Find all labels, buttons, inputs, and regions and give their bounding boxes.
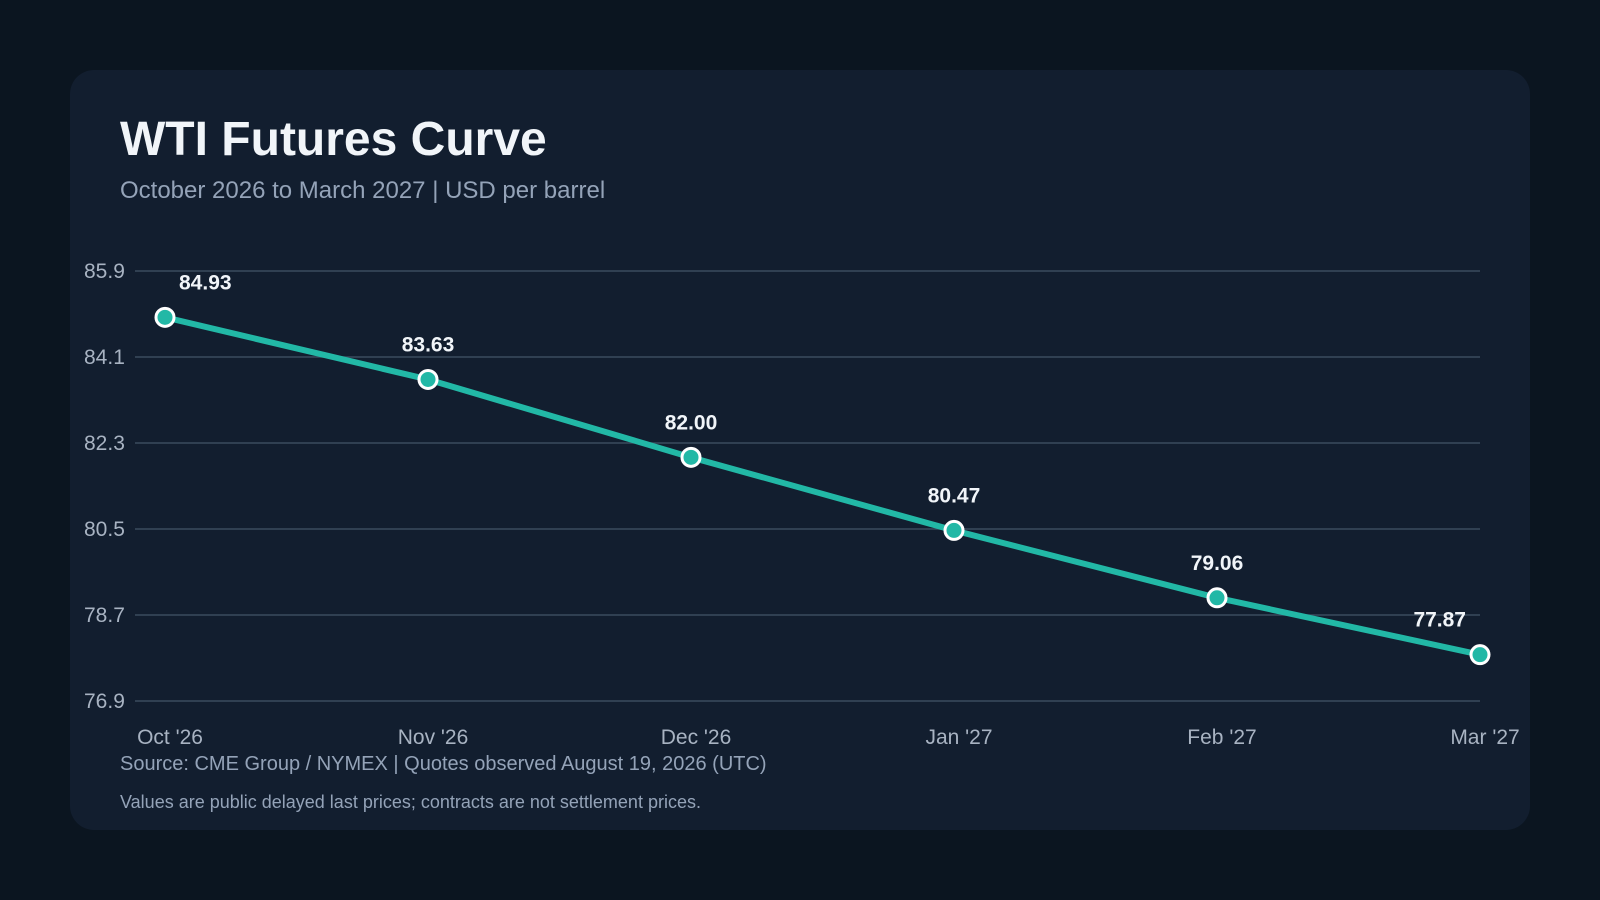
- y-tick-label: 78.7: [84, 604, 125, 627]
- x-tick-label: Mar '27: [1450, 726, 1519, 749]
- x-tick-label: Feb '27: [1187, 726, 1256, 749]
- data-label: 79.06: [1191, 552, 1244, 575]
- series-line: [162, 314, 1483, 658]
- data-label: 80.47: [928, 484, 981, 507]
- data-point: [1206, 587, 1228, 609]
- x-tick-label: Jan '27: [925, 726, 992, 749]
- data-label: 77.87: [1413, 609, 1466, 632]
- x-tick-label: Nov '26: [398, 726, 469, 749]
- y-tick-label: 84.1: [84, 346, 125, 369]
- data-label: 84.93: [179, 271, 232, 294]
- x-tick-label: Dec '26: [661, 726, 732, 749]
- x-axis-ticks: Oct '26 Nov '26 Dec '26 Jan '27 Feb '27 Mar '…: [137, 726, 1520, 749]
- y-axis-ticks: 76.9 78.7 80.5 82.3 84.1 85.9: [84, 260, 125, 713]
- x-tick-label: Oct '26: [137, 726, 203, 749]
- chart-subtitle: October 2026 to March 2027 | USD per bar…: [120, 177, 606, 204]
- data-point: [154, 306, 176, 328]
- data-point: [943, 519, 965, 541]
- data-label: 82.00: [665, 411, 718, 434]
- y-tick-label: 76.9: [84, 690, 125, 713]
- gridlines: [135, 270, 1480, 702]
- data-points: [154, 306, 1491, 666]
- y-tick-label: 82.3: [84, 432, 125, 455]
- disclaimer-note: Values are public delayed last prices; c…: [120, 792, 701, 812]
- data-point: [417, 368, 439, 390]
- data-point: [1469, 644, 1491, 666]
- data-point: [680, 446, 702, 468]
- chart-card: WTI Futures Curve October 2026 to March …: [70, 70, 1530, 830]
- series-line-group: [162, 314, 1483, 658]
- source-note: Source: CME Group / NYMEX | Quotes obser…: [120, 753, 767, 775]
- y-tick-label: 80.5: [84, 518, 125, 541]
- data-labels: 84.93 83.63 82.00 80.47 79.06 77.87: [179, 271, 1466, 631]
- y-tick-label: 85.9: [84, 260, 125, 283]
- chart-title: WTI Futures Curve: [120, 113, 547, 166]
- data-label: 83.63: [402, 333, 455, 356]
